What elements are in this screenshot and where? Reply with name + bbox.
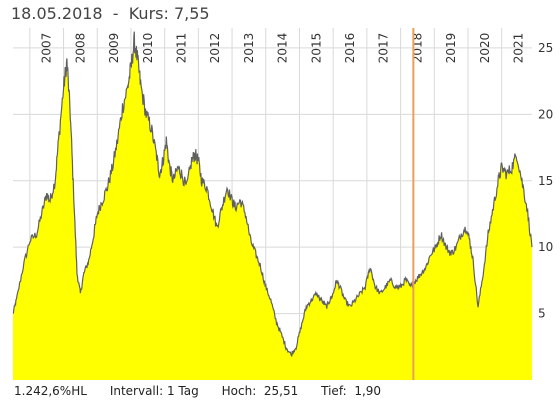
price-label: Kurs: 7,55 bbox=[128, 4, 210, 23]
year-label-2010: 2010 bbox=[141, 33, 155, 64]
hl-value: 1.242,6%HL bbox=[14, 384, 87, 398]
low-label: Tief: bbox=[321, 384, 347, 398]
y-tick-label-20: 20 bbox=[538, 107, 553, 121]
year-label-2011: 2011 bbox=[175, 33, 189, 64]
year-label-2019: 2019 bbox=[444, 33, 458, 64]
year-label-2015: 2015 bbox=[309, 33, 323, 64]
year-label-2017: 2017 bbox=[377, 33, 391, 64]
date-label: 18.05.2018 bbox=[11, 4, 103, 23]
y-tick-label-5: 5 bbox=[538, 307, 546, 321]
year-label-2007: 2007 bbox=[40, 33, 54, 64]
year-labels: 2007 2008 2009 2010 2011 2012 2013 2014 2015 2016… bbox=[40, 33, 526, 64]
interval-label: Intervall: 1 Tag bbox=[109, 384, 199, 398]
stats-footer: 1.242,6%HL Intervall: 1 Tag Hoch: 25,51 … bbox=[14, 384, 381, 398]
chart-header: 18.05.2018 - Kurs: 7,55 bbox=[11, 4, 210, 23]
price-area bbox=[13, 31, 532, 380]
year-label-2012: 2012 bbox=[208, 33, 222, 64]
y-axis-labels: 5 10 15 20 25 bbox=[538, 41, 553, 321]
high-label: Hoch: bbox=[221, 384, 257, 398]
year-label-2013: 2013 bbox=[242, 33, 256, 64]
y-tick-label-25: 25 bbox=[538, 41, 553, 55]
year-label-2021: 2021 bbox=[512, 33, 526, 64]
price-line bbox=[12, 31, 533, 357]
high-value: 25,51 bbox=[263, 384, 299, 398]
y-tick-label-15: 15 bbox=[538, 174, 553, 188]
year-label-2014: 2014 bbox=[276, 33, 290, 64]
low-value: 1,90 bbox=[354, 384, 382, 398]
year-label-2008: 2008 bbox=[73, 33, 87, 64]
header-separator: - bbox=[112, 4, 119, 23]
year-label-2016: 2016 bbox=[343, 33, 357, 64]
y-tick-label-10: 10 bbox=[538, 240, 553, 254]
year-label-2020: 2020 bbox=[478, 33, 492, 64]
year-label-2009: 2009 bbox=[107, 33, 121, 64]
